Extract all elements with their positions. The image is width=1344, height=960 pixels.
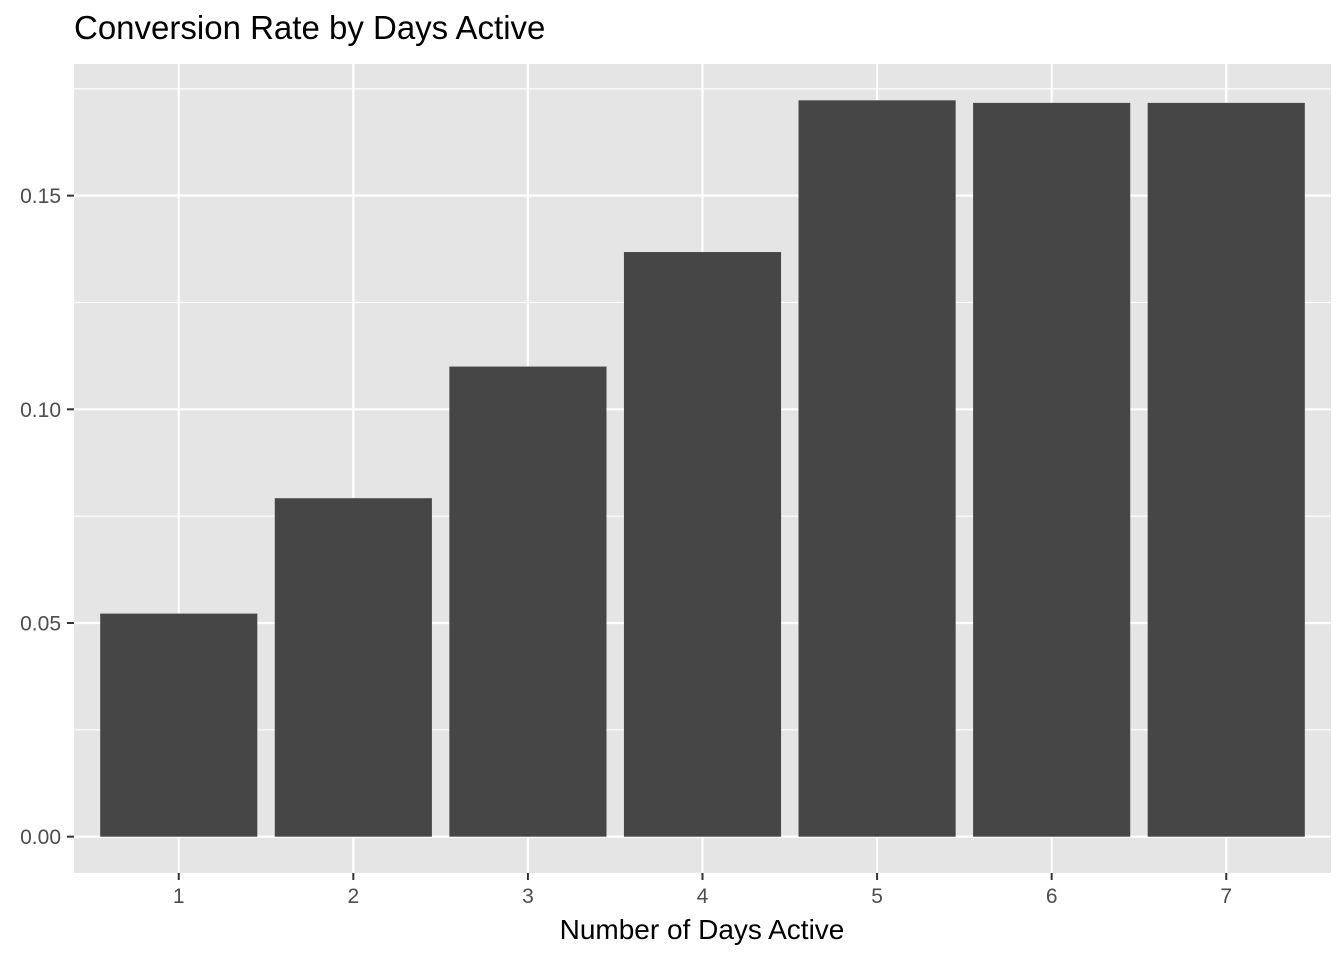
x-tick-label: 4 xyxy=(697,885,709,908)
x-tick-label: 5 xyxy=(871,885,883,908)
x-tick-label: 6 xyxy=(1046,885,1058,908)
bar-2 xyxy=(274,498,432,837)
bar-4 xyxy=(623,252,782,837)
bars-group xyxy=(100,100,1305,837)
bar-7 xyxy=(1147,102,1305,837)
bar-3 xyxy=(449,366,607,837)
y-tick-label: 0.15 xyxy=(20,185,61,208)
bar-5 xyxy=(798,100,956,837)
y-tick-label: 0.05 xyxy=(20,612,61,635)
x-tick-label: 7 xyxy=(1220,885,1232,908)
y-tick-label: 0.10 xyxy=(20,399,61,422)
x-axis: 1 2 3 4 5 6 7 xyxy=(173,873,1232,908)
x-tick-label: 3 xyxy=(522,885,534,908)
bar-6 xyxy=(973,102,1131,837)
bar-1 xyxy=(100,613,258,837)
x-axis-title: Number of Days Active xyxy=(560,914,845,945)
chart-title: Conversion Rate by Days Active xyxy=(74,9,545,46)
x-tick-label: 1 xyxy=(173,885,185,908)
x-tick-label: 2 xyxy=(347,885,359,908)
y-axis: 0.00 0.05 0.10 0.15 xyxy=(20,185,74,849)
y-tick-label: 0.00 xyxy=(20,826,61,849)
